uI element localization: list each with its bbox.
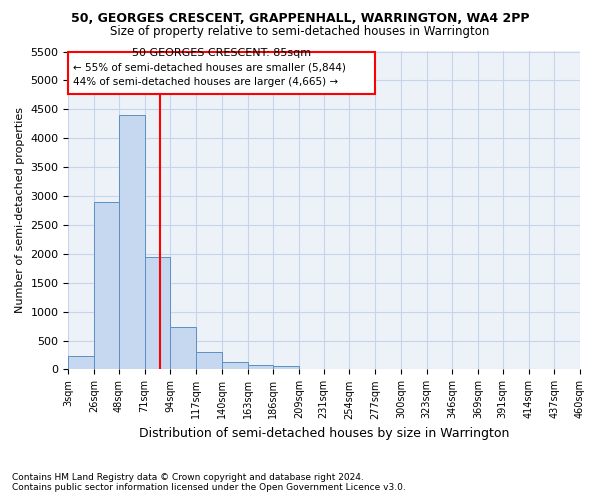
Bar <box>222 362 248 370</box>
Text: 50, GEORGES CRESCENT, GRAPPENHALL, WARRINGTON, WA4 2PP: 50, GEORGES CRESCENT, GRAPPENHALL, WARRI… <box>71 12 529 26</box>
Text: 50 GEORGES CRESCENT: 85sqm: 50 GEORGES CRESCENT: 85sqm <box>132 48 311 58</box>
Text: Size of property relative to semi-detached houses in Warrington: Size of property relative to semi-detach… <box>110 25 490 38</box>
X-axis label: Distribution of semi-detached houses by size in Warrington: Distribution of semi-detached houses by … <box>139 427 509 440</box>
Y-axis label: Number of semi-detached properties: Number of semi-detached properties <box>15 108 25 314</box>
Text: ← 55% of semi-detached houses are smaller (5,844): ← 55% of semi-detached houses are smalle… <box>73 62 346 72</box>
Bar <box>248 366 273 370</box>
Bar <box>170 326 196 370</box>
Bar <box>145 256 170 370</box>
Bar <box>273 366 299 370</box>
Text: Contains HM Land Registry data © Crown copyright and database right 2024.
Contai: Contains HM Land Registry data © Crown c… <box>12 473 406 492</box>
Bar <box>94 202 119 370</box>
Bar <box>68 356 94 370</box>
FancyBboxPatch shape <box>68 52 375 94</box>
Text: 44% of semi-detached houses are larger (4,665) →: 44% of semi-detached houses are larger (… <box>73 78 338 88</box>
Bar <box>119 115 145 370</box>
Bar <box>196 352 222 370</box>
